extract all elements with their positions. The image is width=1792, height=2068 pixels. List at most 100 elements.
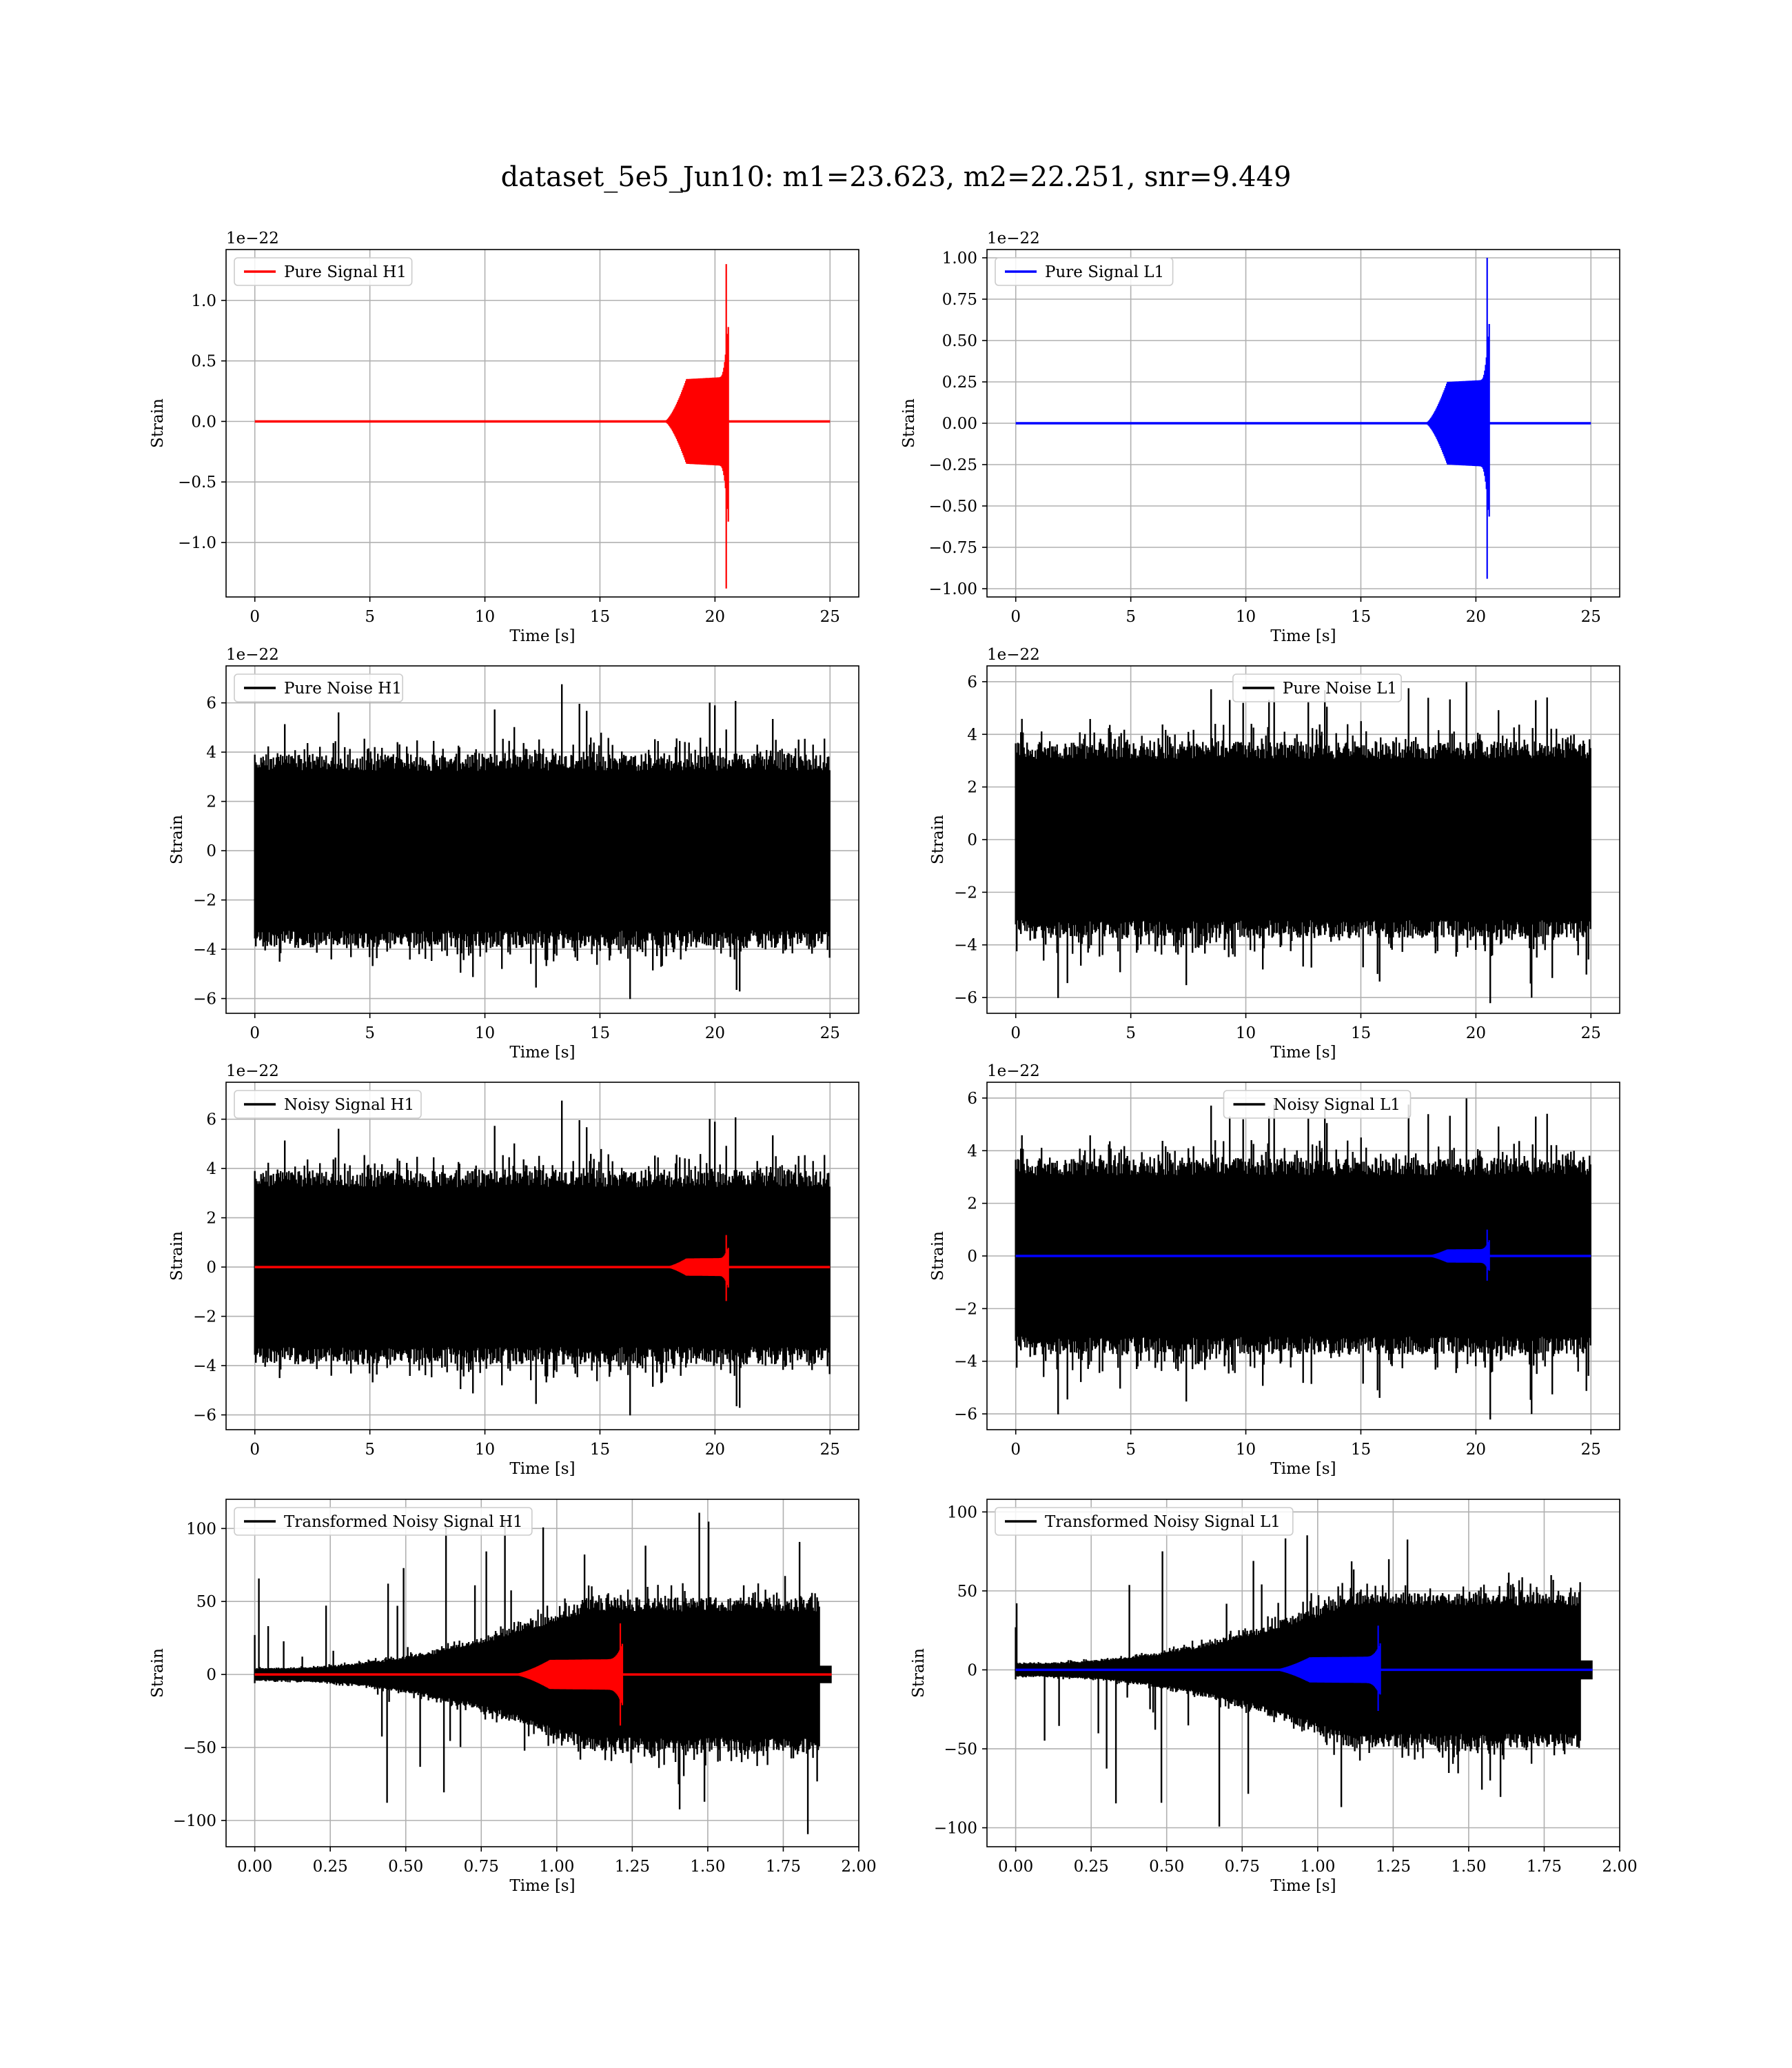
x-tick-label: 20 <box>1466 1024 1486 1042</box>
y-axis: −6 −4 −2 0 2 4 6 Strain <box>929 673 987 1007</box>
x-tick-label: 10 <box>475 1441 495 1459</box>
y-tick-label: 4 <box>206 744 216 762</box>
y-tick-label: 2 <box>967 1195 977 1213</box>
y-tick-label: −6 <box>954 989 977 1007</box>
x-tick-label: 0 <box>1010 1024 1021 1042</box>
y-tick-label: 50 <box>957 1583 977 1601</box>
subplot-6: 0 5 10 15 20 25 Time [s] −6 −4 −2 0 2 4 6 Strain 1e−22 N… <box>929 1062 1620 1478</box>
y-tick-label: −4 <box>954 1353 977 1371</box>
legend-label: Pure Signal L1 <box>1045 263 1164 281</box>
x-tick-label: 15 <box>1351 1441 1371 1459</box>
plot-area <box>254 1100 831 1416</box>
x-axis-label: Time [s] <box>509 1877 575 1895</box>
legend-label: Pure Noise L1 <box>1283 680 1397 698</box>
legend-label: Pure Signal H1 <box>284 263 407 281</box>
legend-box <box>1232 673 1402 702</box>
x-axis-label: Time [s] <box>509 627 575 645</box>
y-offset-text: 1e−22 <box>226 1062 279 1080</box>
y-axis-label: Strain <box>168 1231 186 1281</box>
legend-label: Noisy Signal H1 <box>284 1096 414 1114</box>
x-axis: 0 5 10 15 20 25 Time [s] <box>1010 1013 1601 1062</box>
noise-series <box>1015 1098 1591 1420</box>
y-tick-label: 2 <box>206 1210 216 1228</box>
subplot-8: 0.00 0.25 0.50 0.75 1.00 1.25 1.50 1.75 2.00 Time… <box>910 1499 1638 1895</box>
y-axis: −6 −4 −2 0 2 4 6 Strain <box>168 1111 226 1425</box>
x-tick-label: 10 <box>1236 1441 1256 1459</box>
x-tick-label: 15 <box>1351 608 1371 626</box>
legend-box <box>234 257 413 286</box>
y-tick-label: −0.25 <box>929 456 977 474</box>
x-tick-label: 15 <box>1351 1024 1371 1042</box>
y-tick-label: 100 <box>186 1520 216 1538</box>
y-offset-text: 1e−22 <box>987 646 1040 664</box>
x-tick-label: 20 <box>1466 1441 1486 1459</box>
x-tick-label: 2.00 <box>841 1858 876 1876</box>
figure-title: dataset_5e5_Jun10: m1=23.623, m2=22.251,… <box>501 161 1292 193</box>
y-tick-label: −50 <box>944 1741 977 1758</box>
y-tick-label: 50 <box>196 1593 216 1611</box>
noise-series <box>254 684 831 1000</box>
axes-frame <box>225 665 859 1014</box>
plot-area <box>254 684 831 1000</box>
plot-area <box>1015 1535 1593 1827</box>
x-tick-label: 5 <box>365 1441 375 1459</box>
x-axis-label: Time [s] <box>1270 1044 1336 1062</box>
legend-label: Pure Noise H1 <box>284 680 402 698</box>
y-tick-label: −2 <box>193 1308 216 1326</box>
noise-series <box>254 1100 831 1416</box>
x-tick-label: 5 <box>1126 1024 1136 1042</box>
y-tick-label: 0 <box>967 1661 977 1679</box>
legend-box <box>995 1507 1294 1536</box>
y-tick-label: 1.0 <box>191 292 216 310</box>
y-tick-label: 6 <box>967 1090 977 1108</box>
x-axis: 0 5 10 15 20 25 Time [s] <box>250 1430 840 1478</box>
x-axis: 0 5 10 15 20 25 Time [s] <box>1010 1430 1601 1478</box>
legend: Transformed Noisy Signal L1 <box>995 1507 1294 1536</box>
y-offset-text: 1e−22 <box>987 1062 1040 1080</box>
x-tick-label: 0.00 <box>237 1858 272 1876</box>
signal-chirp <box>511 1623 624 1726</box>
legend: Pure Noise L1 <box>1232 673 1402 702</box>
legend-box <box>234 1090 422 1119</box>
y-tick-label: −0.5 <box>178 474 216 491</box>
x-tick-label: 25 <box>820 1024 840 1042</box>
grid <box>226 250 859 597</box>
y-axis: −1.00 −0.75 −0.50 −0.25 0.00 0.25 0.50 0.75 1.00… <box>900 250 987 598</box>
y-tick-label: 6 <box>206 695 216 713</box>
x-tick-label: 5 <box>365 1024 375 1042</box>
x-tick-label: 0.25 <box>1074 1858 1109 1876</box>
signal-chirp <box>1425 258 1490 579</box>
signal-chirp <box>664 264 729 589</box>
subplot-2: 0 5 10 15 20 25 Time [s] −1.00 −0.75 −0.50 −0.25 0.… <box>900 230 1620 645</box>
x-tick-label: 0 <box>250 1024 260 1042</box>
x-tick-label: 2.00 <box>1602 1858 1637 1876</box>
y-tick-label: 0.5 <box>191 353 216 371</box>
y-axis-label: Strain <box>929 1231 947 1281</box>
y-tick-label: −6 <box>193 991 216 1008</box>
x-tick-label: 0.75 <box>1225 1858 1260 1876</box>
x-tick-label: 20 <box>705 1441 725 1459</box>
x-axis: 0 5 10 15 20 25 Time [s] <box>250 597 840 645</box>
axes-frame <box>986 1499 1620 1847</box>
x-tick-label: 1.25 <box>1376 1858 1411 1876</box>
plot-area <box>254 264 831 589</box>
subplot-3: 0 5 10 15 20 25 Time [s] −6 −4 −2 0 2 4 6 Strain 1e−22 P… <box>168 646 859 1062</box>
axes-frame <box>225 249 859 598</box>
x-axis-label: Time [s] <box>1270 627 1336 645</box>
x-axis: 0.00 0.25 0.50 0.75 1.00 1.25 1.50 1.75 2.00 Time… <box>998 1847 1638 1895</box>
x-tick-label: 10 <box>1236 1024 1256 1042</box>
y-tick-label: 0.75 <box>942 291 977 309</box>
noise-series <box>1015 682 1591 1004</box>
axes-frame <box>225 1499 859 1847</box>
legend: Transformed Noisy Signal H1 <box>234 1507 533 1536</box>
x-tick-label: 5 <box>1126 1441 1136 1459</box>
x-tick-label: 0 <box>1010 1441 1021 1459</box>
legend-box <box>234 1507 533 1536</box>
legend: Pure Noise H1 <box>234 673 403 702</box>
y-tick-label: −4 <box>193 1357 216 1375</box>
legend-label: Transformed Noisy Signal H1 <box>284 1513 523 1531</box>
y-tick-label: −100 <box>173 1812 216 1830</box>
x-axis-label: Time [s] <box>1270 1877 1336 1895</box>
y-offset-text: 1e−22 <box>226 646 279 664</box>
